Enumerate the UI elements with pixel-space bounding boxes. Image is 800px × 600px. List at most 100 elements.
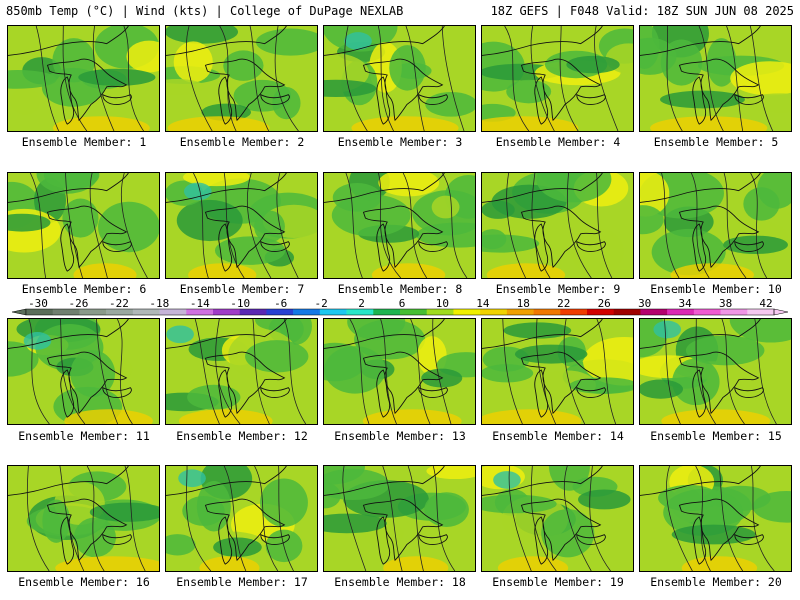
great-lakes-outline (376, 223, 391, 272)
temperature-field-map (324, 26, 475, 131)
great-lakes-outline (640, 466, 761, 496)
temperature-region (8, 70, 57, 89)
temperature-field-map (8, 173, 159, 278)
great-lakes-outline (534, 76, 549, 125)
contour-line (666, 466, 693, 571)
colorbar-segment (266, 309, 294, 315)
contour-line (349, 319, 370, 424)
colorbar-segment (159, 309, 187, 315)
contour-line (194, 319, 220, 424)
colorbar-tick-label: 38 (719, 298, 732, 310)
temperature-region (176, 199, 243, 242)
colorbar-segment (239, 309, 267, 315)
contour-line (531, 173, 551, 278)
temperature-region (541, 509, 595, 558)
warm-region (497, 556, 569, 571)
great-lakes-outline (102, 240, 132, 252)
ensemble-member-label: Ensemble Member: 9 (495, 282, 621, 296)
contour-line (506, 173, 527, 278)
warm-region (482, 409, 582, 424)
colorbar-tick-label: -6 (274, 298, 287, 310)
colorbar-tick-label: -22 (109, 298, 129, 310)
contour-line (26, 466, 50, 571)
contour-line (28, 319, 50, 424)
temperature-field-map (640, 173, 791, 278)
ensemble-map-panel (165, 25, 318, 132)
colorbar-segment (613, 309, 641, 315)
temperature-region (89, 502, 159, 522)
ensemble-member-label: Ensemble Member: 14 (492, 429, 624, 443)
contour-line (124, 466, 146, 571)
temperature-field-map (8, 319, 159, 424)
contour-line (530, 26, 555, 131)
cool-region (166, 325, 194, 344)
ensemble-member-label: Ensemble Member: 20 (650, 575, 782, 589)
great-lakes-outline (8, 466, 129, 496)
ensemble-member-label: Ensemble Member: 11 (18, 429, 150, 443)
contour-line (252, 319, 270, 424)
great-lakes-outline (218, 76, 233, 125)
contour-line (723, 173, 747, 278)
temperature-field-map (166, 173, 317, 278)
contour-line (666, 26, 683, 131)
great-lakes-outline (376, 369, 391, 418)
great-lakes-outline (376, 516, 391, 565)
colorbar-tick-label: 2 (358, 298, 365, 310)
great-lakes-outline (482, 26, 603, 56)
great-lakes-outline (166, 26, 287, 56)
temperature-region (259, 478, 308, 527)
great-lakes-outline (102, 93, 132, 105)
temperature-region (173, 41, 213, 83)
contour-line (96, 319, 119, 424)
contour-line (342, 466, 367, 571)
temperature-region (425, 91, 475, 117)
colorbar-segment (587, 309, 615, 315)
great-lakes-outline (166, 319, 287, 349)
ensemble-map-panel (7, 172, 160, 279)
contour-line (596, 173, 613, 278)
cool-region (23, 332, 52, 350)
temperature-region (723, 235, 788, 255)
great-lakes-outline (482, 466, 603, 496)
temperature-region (331, 194, 411, 237)
warm-region (351, 116, 459, 131)
great-lakes-outline (576, 533, 606, 545)
colorbar-segment (667, 309, 695, 315)
great-lakes-outline (218, 369, 233, 418)
temperature-region (256, 28, 317, 56)
colorbar-tick-label: 10 (436, 298, 449, 310)
great-lakes-outline (482, 173, 603, 203)
temperature-field-map (482, 26, 633, 131)
colorbar-segment (132, 309, 160, 315)
contour-line (246, 173, 272, 278)
warm-region (681, 556, 758, 571)
temperature-region (640, 379, 684, 399)
temperature-region (482, 494, 557, 514)
contour-line (536, 319, 556, 424)
warm-region (167, 116, 270, 131)
temperature-field-map (166, 26, 317, 131)
ensemble-member-label: Ensemble Member: 10 (650, 282, 782, 296)
colorbar-tick-label: 22 (557, 298, 570, 310)
temperature-region (566, 55, 620, 74)
contour-line (559, 26, 579, 131)
contour-line (407, 466, 424, 571)
temperature-region (324, 79, 377, 98)
warm-region (670, 263, 754, 278)
great-lakes-outline (418, 93, 448, 105)
contour-line (249, 26, 270, 131)
temperature-region (324, 513, 387, 534)
contour-line (432, 466, 456, 571)
temperature-region (378, 173, 440, 197)
temperature-field-map (640, 319, 791, 424)
temperature-region (503, 322, 572, 339)
contour-line (215, 319, 241, 424)
temperature-region (672, 358, 720, 406)
contour-line (508, 466, 532, 571)
contour-line (382, 466, 403, 571)
great-lakes-outline (734, 93, 764, 105)
contour-line (345, 173, 363, 278)
colorbar-segment (52, 309, 80, 315)
contour-line (405, 26, 425, 131)
colorbar-tick-label: 14 (476, 298, 490, 310)
